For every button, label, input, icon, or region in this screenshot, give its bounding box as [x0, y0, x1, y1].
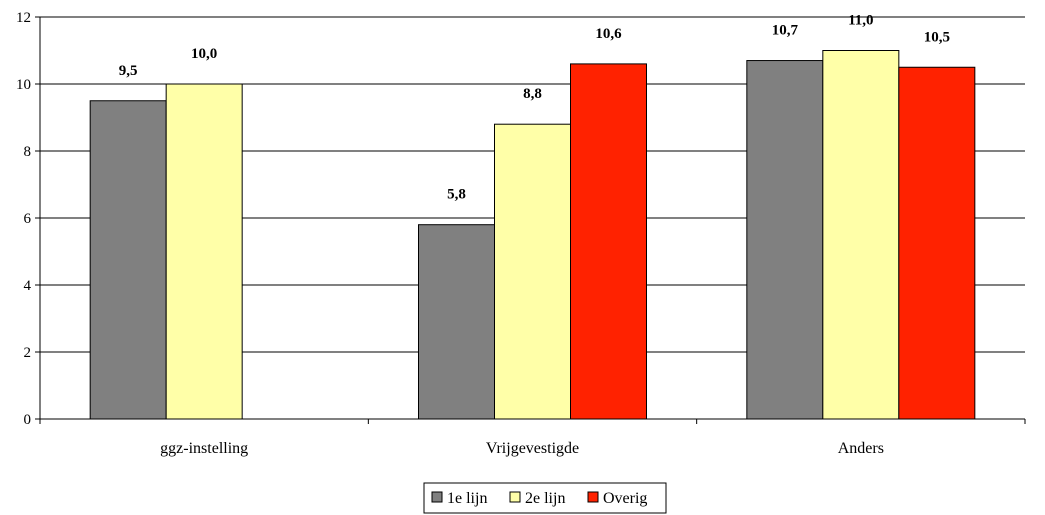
bar-2e-lijn — [494, 123, 571, 420]
legend-swatch — [431, 491, 443, 503]
data-label: 5,8 — [447, 187, 466, 203]
category-labels: ggz-instelling Vrijgevestigde Anders — [160, 440, 884, 457]
bar-1e-lijn — [746, 60, 824, 420]
bar-2e-lijn — [822, 50, 900, 420]
y-tick-label: 6 — [24, 211, 32, 227]
data-label: 8,8 — [523, 86, 542, 102]
bars — [89, 50, 976, 420]
y-tick-label: 8 — [24, 144, 32, 160]
legend-box — [423, 482, 667, 514]
data-label: 11,0 — [848, 13, 873, 29]
category-label: ggz-instelling — [160, 440, 248, 457]
y-axis-ticks: 0 2 4 6 8 10 12 — [16, 10, 40, 428]
data-label: 9,5 — [119, 63, 138, 79]
bar-2e-lijn — [165, 83, 243, 420]
data-label: 10,5 — [924, 29, 950, 45]
y-tick-label: 0 — [24, 412, 32, 428]
y-tick-label: 10 — [16, 77, 31, 93]
axes — [39, 17, 1026, 424]
data-labels: 9,5 10,0 5,8 8,8 10,6 10,7 11,0 10,5 — [119, 13, 950, 203]
legend-swatch — [587, 491, 599, 503]
bar-overig — [898, 66, 976, 420]
legend-label: Overig — [603, 490, 647, 507]
legend: 1e lijn 2e lijn Overig — [423, 482, 667, 514]
y-tick-label: 12 — [16, 10, 31, 26]
data-label: 10,7 — [772, 23, 799, 39]
y-tick-label: 4 — [24, 278, 32, 294]
data-label: 10,0 — [191, 46, 217, 62]
data-label: 10,6 — [595, 26, 622, 42]
bar-1e-lijn — [418, 224, 495, 420]
category-label: Anders — [838, 440, 884, 457]
legend-label: 1e lijn — [447, 490, 487, 507]
y-tick-label: 2 — [24, 345, 32, 361]
legend-label: 2e lijn — [525, 490, 565, 507]
category-label: Vrijgevestigde — [486, 440, 579, 457]
legend-swatch — [509, 491, 521, 503]
bar-overig — [570, 63, 647, 420]
bar-1e-lijn — [89, 100, 167, 420]
